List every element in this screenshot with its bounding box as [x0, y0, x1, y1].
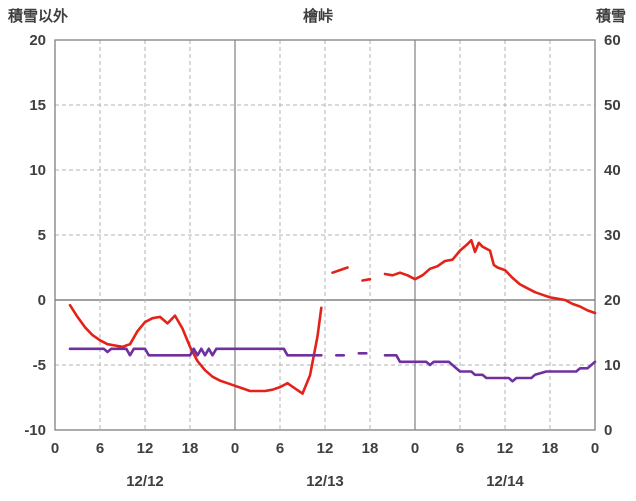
x-axis-tick-label: 6 [96, 440, 104, 457]
left-axis-tick-label: -5 [33, 357, 46, 374]
x-axis-tick-label: 18 [182, 440, 199, 457]
left-axis-tick-label: 10 [29, 162, 46, 179]
right-axis-tick-label: 60 [604, 32, 621, 49]
plot-border [54, 39, 596, 431]
x-axis-tick-label: 0 [231, 440, 239, 457]
red-line-segment [331, 266, 349, 275]
chart-title: 檜峠 [302, 8, 334, 25]
purple-line-segment [383, 353, 597, 383]
right-axis-tick-label: 20 [604, 292, 621, 309]
x-axis-date-label: 12/13 [306, 473, 344, 490]
left-axis-tick-label: 0 [38, 292, 46, 309]
left-axis-tick-label: 15 [29, 97, 46, 114]
right-axis-tick-label: 30 [604, 227, 621, 244]
x-axis-tick-label: 18 [362, 440, 379, 457]
left-axis-tick-label: -10 [24, 422, 46, 439]
left-axis-title: 積雪以外 [8, 8, 69, 25]
x-axis-tick-label: 12 [137, 440, 154, 457]
x-axis-tick-label: 0 [51, 440, 59, 457]
x-axis-tick-label: 6 [456, 440, 464, 457]
right-axis-tick-label: 50 [604, 97, 621, 114]
left-axis-tick-label: 20 [29, 32, 46, 49]
right-axis-tick-label: 0 [604, 422, 612, 439]
right-axis-title: 積雪 [595, 8, 626, 25]
x-axis-tick-label: 18 [542, 440, 559, 457]
left-axis-tick-label: 5 [38, 227, 46, 244]
purple-line-segment [68, 347, 323, 357]
red-line-segment [68, 303, 323, 395]
x-axis-tick-label: 0 [411, 440, 419, 457]
right-axis-tick-label: 10 [604, 357, 621, 374]
red-line-segment [361, 277, 372, 282]
x-axis-tick-label: 12 [497, 440, 514, 457]
right-axis-tick-label: 40 [604, 162, 621, 179]
x-axis-tick-label: 12 [317, 440, 334, 457]
red-line-segment [383, 238, 597, 315]
x-axis-tick-label: 6 [276, 440, 284, 457]
x-axis-date-label: 12/12 [126, 473, 164, 490]
x-axis-tick-label: 0 [591, 440, 599, 457]
x-axis-date-label: 12/14 [486, 473, 524, 490]
